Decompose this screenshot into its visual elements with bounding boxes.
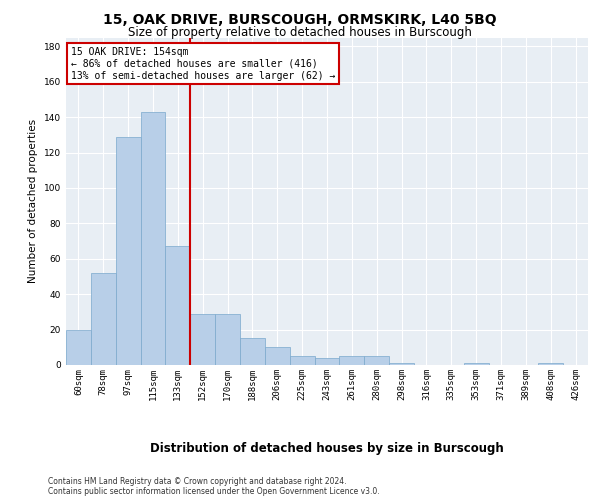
Bar [91,273,116,365]
Bar [364,356,389,365]
Text: Contains HM Land Registry data © Crown copyright and database right 2024.: Contains HM Land Registry data © Crown c… [48,478,347,486]
Bar [464,363,488,365]
Bar [215,314,240,365]
Bar [314,358,340,365]
Bar [140,112,166,365]
Bar [340,356,364,365]
Bar [538,363,563,365]
X-axis label: Distribution of detached houses by size in Burscough: Distribution of detached houses by size … [150,442,504,454]
Bar [265,348,290,365]
Bar [389,363,414,365]
Bar [116,136,140,365]
Bar [290,356,314,365]
Y-axis label: Number of detached properties: Number of detached properties [28,119,38,284]
Bar [166,246,190,365]
Text: 15 OAK DRIVE: 154sqm
← 86% of detached houses are smaller (416)
13% of semi-deta: 15 OAK DRIVE: 154sqm ← 86% of detached h… [71,48,335,80]
Bar [66,330,91,365]
Text: Contains public sector information licensed under the Open Government Licence v3: Contains public sector information licen… [48,488,380,496]
Text: Size of property relative to detached houses in Burscough: Size of property relative to detached ho… [128,26,472,39]
Bar [240,338,265,365]
Text: 15, OAK DRIVE, BURSCOUGH, ORMSKIRK, L40 5BQ: 15, OAK DRIVE, BURSCOUGH, ORMSKIRK, L40 … [103,12,497,26]
Bar [190,314,215,365]
